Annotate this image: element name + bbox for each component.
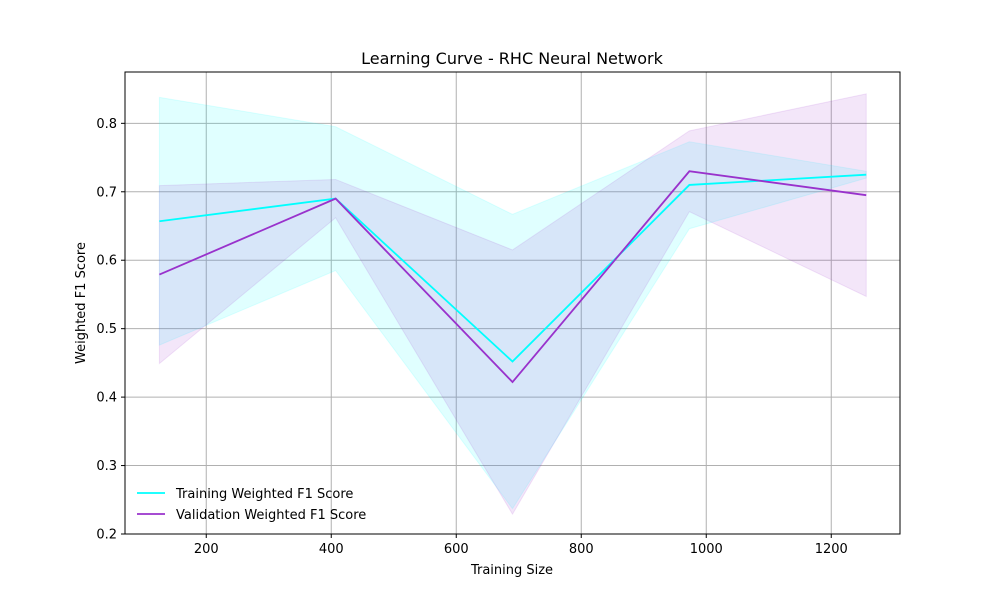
legend-label: Validation Weighted F1 Score [176,508,366,523]
y-tick-label: 0.6 [96,254,117,269]
chart-title: Learning Curve - RHC Neural Network [361,49,664,68]
x-tick-label: 200 [194,542,219,557]
x-tick-label: 1000 [690,542,723,557]
x-axis-label: Training Size [470,563,553,578]
x-tick-label: 400 [319,542,344,557]
legend-label: Training Weighted F1 Score [175,487,353,502]
x-tick-label: 600 [444,542,469,557]
y-tick-label: 0.2 [96,528,117,543]
y-tick-label: 0.5 [96,322,117,337]
series-line-training [159,173,867,363]
y-tick-label: 0.4 [96,391,117,406]
x-tick-label: 800 [569,542,594,557]
x-axis-ticks: 200 400 600 800 1000 1200 [194,534,848,557]
series-line-validation [159,170,867,384]
y-tick-label: 0.8 [96,117,117,132]
confidence-bands [158,93,867,516]
series-lines [159,170,867,384]
x-tick-label: 1200 [815,542,848,557]
y-axis-ticks: 0.2 0.3 0.4 0.5 0.6 0.7 0.8 [96,117,125,543]
legend: Training Weighted F1 Score Validation Wei… [137,487,366,523]
y-tick-label: 0.7 [96,185,117,200]
y-axis-label: Weighted F1 Score [74,242,89,364]
y-tick-label: 0.3 [96,459,117,474]
plot-frame [124,71,901,535]
grid [125,72,900,535]
